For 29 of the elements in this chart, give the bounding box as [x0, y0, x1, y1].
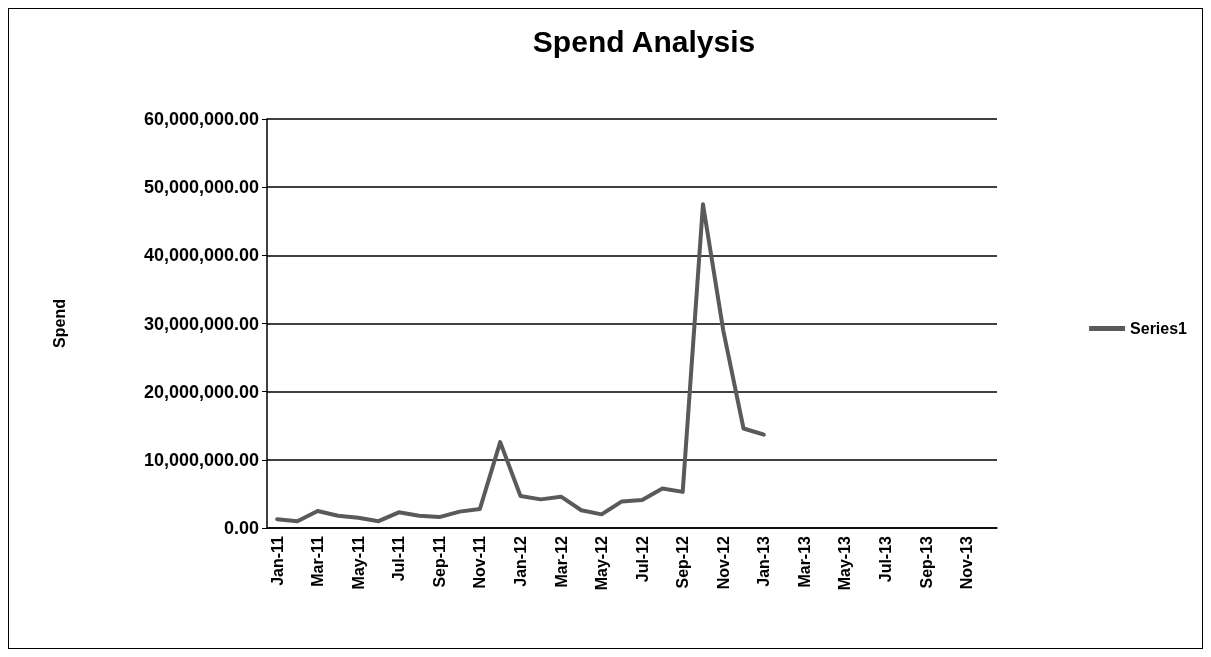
y-tick-label: 30,000,000.00 — [143, 313, 259, 334]
line-series — [275, 202, 766, 524]
x-tick-label: May-13 — [836, 535, 854, 591]
y-axis-title: Spend — [50, 299, 68, 348]
y-tick-label: 50,000,000.00 — [143, 177, 259, 198]
x-tick-label: Jul-11 — [390, 535, 408, 582]
x-tick-label: Mar-13 — [795, 535, 813, 588]
x-tick-label: Nov-11 — [471, 535, 489, 589]
x-tick-label: Mar-11 — [309, 535, 327, 587]
x-tick-label: Jul-13 — [876, 535, 894, 583]
chart-title: Spend Analysis — [532, 24, 756, 58]
x-tick-label: Nov-12 — [714, 535, 732, 590]
x-tick-label: Jul-12 — [633, 535, 651, 583]
legend-label: Series1 — [1130, 320, 1188, 337]
x-tick-label: Jan-11 — [268, 535, 286, 586]
y-tick-label: 10,000,000.00 — [143, 449, 259, 470]
x-tick-label: Sep-11 — [430, 535, 448, 588]
x-tick-label: Jan-13 — [755, 535, 773, 587]
y-tick-label: 0.00 — [223, 518, 259, 538]
y-tick-label: 60,000,000.00 — [143, 109, 259, 129]
x-tick-label: Sep-13 — [917, 535, 935, 589]
x-tick-label: Jan-12 — [511, 535, 529, 587]
x-tick-label: May-12 — [593, 535, 611, 591]
x-tick-label: Nov-13 — [958, 535, 976, 590]
x-tick-label: May-11 — [349, 535, 367, 590]
y-tick-label: 20,000,000.00 — [143, 381, 259, 402]
y-tick-label: 40,000,000.00 — [143, 245, 259, 266]
x-tick-label: Sep-12 — [674, 535, 692, 589]
x-tick-label: Mar-12 — [552, 535, 570, 588]
